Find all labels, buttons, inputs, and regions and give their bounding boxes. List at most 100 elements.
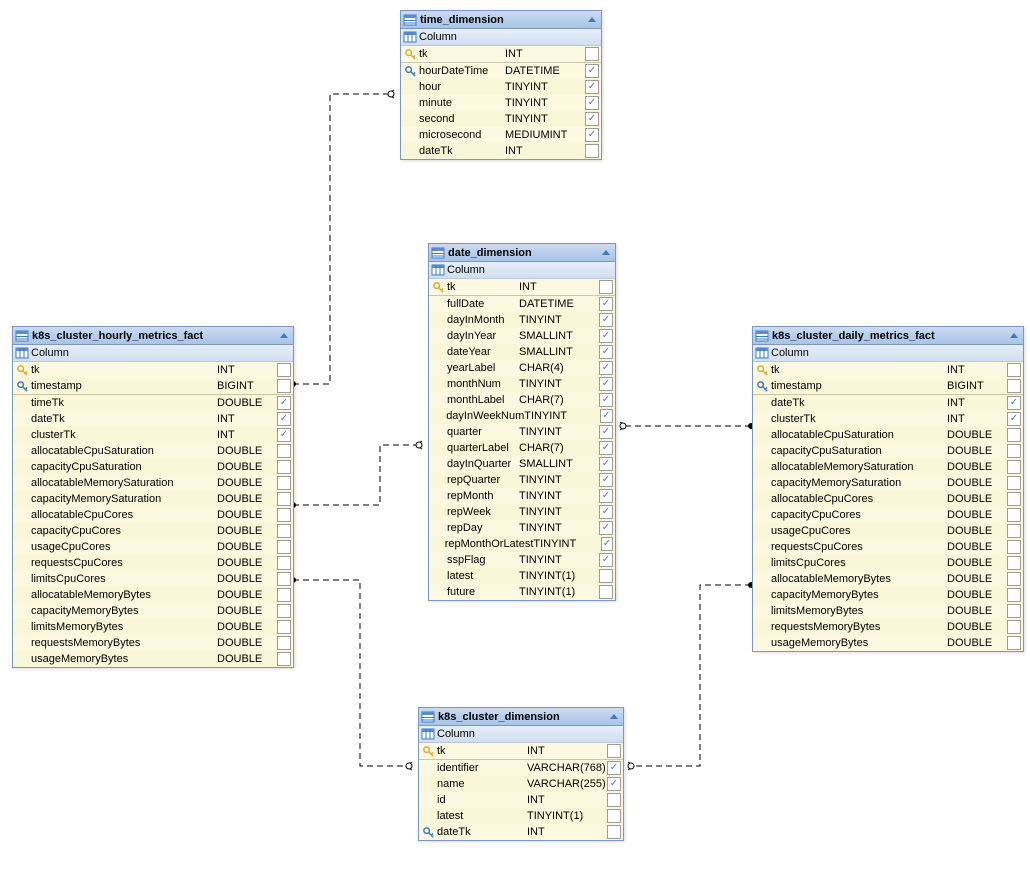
column-checkbox[interactable] xyxy=(1007,412,1021,426)
column-checkbox[interactable] xyxy=(585,47,599,61)
column-row[interactable]: limitsMemoryBytesDOUBLE xyxy=(753,603,1023,619)
column-row[interactable]: capacityMemorySaturationDOUBLE xyxy=(753,475,1023,491)
column-row[interactable]: dateTkINT xyxy=(419,824,623,840)
column-row[interactable]: hourDateTimeDATETIME xyxy=(401,63,601,79)
column-row[interactable]: requestsMemoryBytesDOUBLE xyxy=(753,619,1023,635)
column-checkbox[interactable] xyxy=(607,761,621,775)
column-row[interactable]: dayInWeekNumTINYINT xyxy=(429,408,615,424)
column-checkbox[interactable] xyxy=(1007,620,1021,634)
column-checkbox[interactable] xyxy=(277,363,291,377)
column-checkbox[interactable] xyxy=(277,379,291,393)
column-checkbox[interactable] xyxy=(1007,492,1021,506)
column-row[interactable]: repMonthOrLatestTINYINT xyxy=(429,536,615,552)
column-row[interactable]: latestTINYINT(1) xyxy=(419,808,623,824)
column-row[interactable]: requestsCpuCoresDOUBLE xyxy=(753,539,1023,555)
column-row[interactable]: allocatableMemoryBytesDOUBLE xyxy=(13,587,293,603)
table-title[interactable]: k8s_cluster_hourly_metrics_fact xyxy=(13,327,293,345)
collapse-icon[interactable] xyxy=(607,710,621,724)
column-row[interactable]: secondTINYINT xyxy=(401,111,601,127)
column-row[interactable]: requestsMemoryBytesDOUBLE xyxy=(13,635,293,651)
table-time_dimension[interactable]: time_dimensionColumntkINThourDateTimeDAT… xyxy=(400,10,602,160)
column-row[interactable]: repDayTINYINT xyxy=(429,520,615,536)
column-row[interactable]: quarterTINYINT xyxy=(429,424,615,440)
column-checkbox[interactable] xyxy=(599,585,613,599)
table-title[interactable]: date_dimension xyxy=(429,244,615,262)
column-row[interactable]: dateTkINT xyxy=(401,143,601,159)
column-checkbox[interactable] xyxy=(277,508,291,522)
column-checkbox[interactable] xyxy=(277,636,291,650)
column-checkbox[interactable] xyxy=(1007,604,1021,618)
column-row[interactable]: usageMemoryBytesDOUBLE xyxy=(13,651,293,667)
column-checkbox[interactable] xyxy=(599,297,613,311)
column-row[interactable]: allocatableCpuCoresDOUBLE xyxy=(753,491,1023,507)
column-checkbox[interactable] xyxy=(599,505,613,519)
column-row[interactable]: dayInYearSMALLINT xyxy=(429,328,615,344)
column-row[interactable]: nameVARCHAR(255) xyxy=(419,776,623,792)
column-row[interactable]: allocatableCpuCoresDOUBLE xyxy=(13,507,293,523)
column-checkbox[interactable] xyxy=(277,572,291,586)
column-checkbox[interactable] xyxy=(607,777,621,791)
column-checkbox[interactable] xyxy=(585,64,599,78)
column-row[interactable]: dateYearSMALLINT xyxy=(429,344,615,360)
column-checkbox[interactable] xyxy=(599,521,613,535)
column-row[interactable]: dateTkINT xyxy=(753,395,1023,411)
table-k8s_cluster_dimension[interactable]: k8s_cluster_dimensionColumntkINTidentifi… xyxy=(418,707,624,841)
column-row[interactable]: timeTkDOUBLE xyxy=(13,395,293,411)
column-checkbox[interactable] xyxy=(277,524,291,538)
column-checkbox[interactable] xyxy=(1007,556,1021,570)
column-row[interactable]: minuteTINYINT xyxy=(401,95,601,111)
column-row[interactable]: allocatableMemorySaturationDOUBLE xyxy=(753,459,1023,475)
column-checkbox[interactable] xyxy=(585,80,599,94)
table-date_dimension[interactable]: date_dimensionColumntkINTfullDateDATETIM… xyxy=(428,243,616,601)
column-row[interactable]: fullDateDATETIME xyxy=(429,296,615,312)
column-checkbox[interactable] xyxy=(1007,444,1021,458)
column-checkbox[interactable] xyxy=(1007,524,1021,538)
column-row[interactable]: allocatableMemoryBytesDOUBLE xyxy=(753,571,1023,587)
column-checkbox[interactable] xyxy=(585,96,599,110)
column-checkbox[interactable] xyxy=(585,144,599,158)
column-row[interactable]: capacityMemorySaturationDOUBLE xyxy=(13,491,293,507)
column-checkbox[interactable] xyxy=(607,744,621,758)
column-row[interactable]: monthLabelCHAR(7) xyxy=(429,392,615,408)
column-row[interactable]: repWeekTINYINT xyxy=(429,504,615,520)
column-checkbox[interactable] xyxy=(585,112,599,126)
column-checkbox[interactable] xyxy=(277,476,291,490)
column-checkbox[interactable] xyxy=(1007,572,1021,586)
column-row[interactable]: repMonthTINYINT xyxy=(429,488,615,504)
column-checkbox[interactable] xyxy=(277,460,291,474)
column-row[interactable]: identifierVARCHAR(768) xyxy=(419,760,623,776)
column-checkbox[interactable] xyxy=(599,313,613,327)
column-row[interactable]: repQuarterTINYINT xyxy=(429,472,615,488)
column-row[interactable]: limitsCpuCoresDOUBLE xyxy=(753,555,1023,571)
column-row[interactable]: capacityCpuCoresDOUBLE xyxy=(13,523,293,539)
column-checkbox[interactable] xyxy=(1007,476,1021,490)
column-checkbox[interactable] xyxy=(599,441,613,455)
column-row[interactable]: capacityMemoryBytesDOUBLE xyxy=(753,587,1023,603)
column-checkbox[interactable] xyxy=(599,280,613,294)
column-checkbox[interactable] xyxy=(599,361,613,375)
column-checkbox[interactable] xyxy=(599,457,613,471)
column-row[interactable]: requestsCpuCoresDOUBLE xyxy=(13,555,293,571)
column-checkbox[interactable] xyxy=(599,393,613,407)
column-checkbox[interactable] xyxy=(599,489,613,503)
column-checkbox[interactable] xyxy=(599,473,613,487)
column-checkbox[interactable] xyxy=(277,652,291,666)
column-row[interactable]: capacityMemoryBytesDOUBLE xyxy=(13,603,293,619)
column-row[interactable]: tkINT xyxy=(419,743,623,759)
column-checkbox[interactable] xyxy=(277,540,291,554)
column-checkbox[interactable] xyxy=(599,553,613,567)
column-checkbox[interactable] xyxy=(599,329,613,343)
column-checkbox[interactable] xyxy=(1007,396,1021,410)
column-checkbox[interactable] xyxy=(1007,508,1021,522)
table-title[interactable]: k8s_cluster_dimension xyxy=(419,708,623,726)
table-title[interactable]: time_dimension xyxy=(401,11,601,29)
column-row[interactable]: clusterTkINT xyxy=(753,411,1023,427)
column-row[interactable]: capacityCpuSaturationDOUBLE xyxy=(13,459,293,475)
column-row[interactable]: dayInMonthTINYINT xyxy=(429,312,615,328)
column-row[interactable]: yearLabelCHAR(4) xyxy=(429,360,615,376)
column-row[interactable]: clusterTkINT xyxy=(13,427,293,443)
column-row[interactable]: monthNumTINYINT xyxy=(429,376,615,392)
column-checkbox[interactable] xyxy=(601,537,613,551)
column-row[interactable]: capacityCpuSaturationDOUBLE xyxy=(753,443,1023,459)
table-k8s_cluster_daily_metrics_fact[interactable]: k8s_cluster_daily_metrics_factColumntkIN… xyxy=(752,326,1024,652)
